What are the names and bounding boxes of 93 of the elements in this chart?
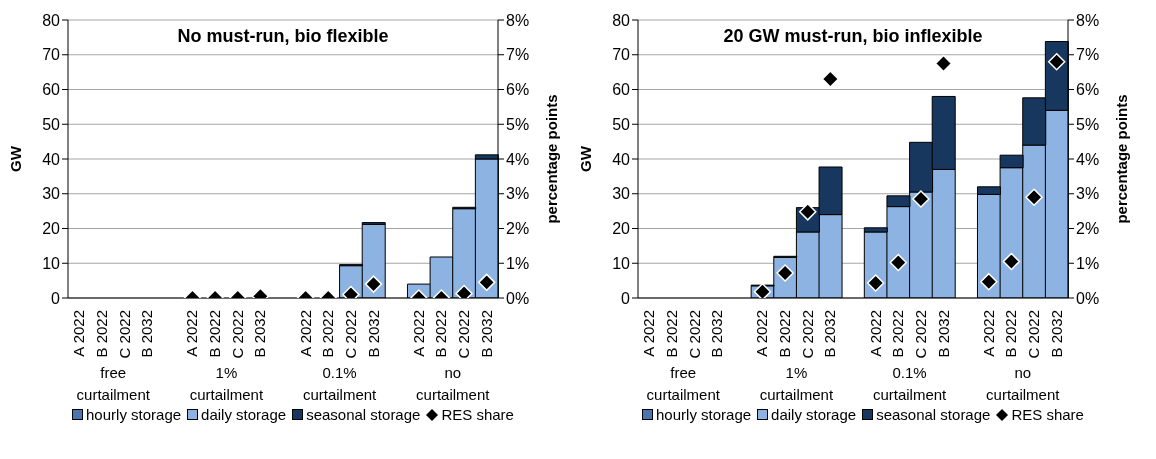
- x-tick-label: A 2022: [866, 310, 884, 357]
- y2-tick-label: 1%: [1076, 254, 1100, 272]
- x-tick-label: B 2022: [776, 310, 794, 358]
- y2-tick-label: 4%: [1076, 150, 1100, 168]
- y-tick-label: 60: [42, 81, 61, 99]
- x-tick-label: A 2022: [409, 310, 427, 357]
- y2-tick-label: 0%: [506, 289, 530, 307]
- x-tick-label: C 2022: [911, 310, 929, 359]
- y2-tick-label: 8%: [1076, 11, 1100, 29]
- x-tick-label: A 2022: [979, 310, 997, 357]
- y-tick-label: 80: [612, 11, 631, 29]
- y-tick-label: 30: [42, 185, 61, 203]
- y2-tick-label: 2%: [1076, 220, 1100, 238]
- y-tick-label: 40: [612, 150, 631, 168]
- x-tick-label: C 2022: [1025, 310, 1043, 359]
- x-tick-label: C 2022: [685, 310, 703, 359]
- x-tick-label: C 2022: [341, 310, 359, 359]
- y2-axis-title: percentage points: [1113, 94, 1131, 224]
- point: [1047, 52, 1066, 71]
- x-tick-label: A 2022: [183, 310, 201, 357]
- text: no curtailment: [415, 363, 491, 405]
- y2-tick-label: 5%: [1076, 115, 1100, 133]
- legend-label: hourly storage: [86, 406, 182, 423]
- x-tick-label: A 2022: [70, 310, 88, 357]
- y2-tick-label: 7%: [506, 46, 530, 64]
- y2-tick-label: 7%: [1076, 46, 1100, 64]
- y2-axis-title: percentage points: [543, 94, 561, 224]
- y2-tick-label: 3%: [506, 185, 530, 203]
- x-tick-label: B 2032: [138, 310, 156, 358]
- y-tick-label: 30: [612, 185, 631, 203]
- y2-tick-label: 6%: [506, 81, 530, 99]
- y2-tick-label: 8%: [506, 11, 530, 29]
- y-tick-label: 80: [42, 11, 61, 29]
- point: [1002, 252, 1021, 271]
- point: [866, 274, 885, 292]
- x-tick-label: B 2022: [92, 310, 110, 358]
- x-tick-label: B 2032: [708, 310, 726, 358]
- legend-label: daily storage: [201, 406, 287, 423]
- y-tick-label: 20: [612, 220, 631, 238]
- y-tick-label: 50: [42, 115, 61, 133]
- x-tick-label: B 2022: [432, 310, 450, 358]
- y-tick-label: 10: [612, 254, 631, 272]
- point: [980, 272, 998, 291]
- y-tick-label: 0: [621, 289, 631, 307]
- chart-title: No must-run, bio flexible: [176, 26, 390, 47]
- x-tick-label: A 2022: [296, 310, 314, 357]
- legend-label: RES share: [441, 406, 514, 423]
- x-tick-label: B 2022: [206, 310, 224, 358]
- x-tick-label: A 2022: [640, 310, 658, 357]
- y2-tick-label: 4%: [506, 150, 530, 168]
- x-tick-label: B 2032: [364, 310, 382, 358]
- legend-label: seasonal storage: [306, 406, 421, 423]
- point: [889, 253, 908, 272]
- y-tick-label: 50: [612, 115, 631, 133]
- point: [934, 54, 953, 73]
- legend-label: daily storage: [771, 406, 857, 423]
- legend-label: seasonal storage: [876, 406, 991, 423]
- x-tick-label: B 2022: [319, 310, 337, 358]
- y-axis-title: GW: [577, 145, 595, 172]
- x-tick-label: B 2032: [251, 310, 269, 358]
- y2-tick-label: 6%: [1076, 81, 1100, 99]
- point: [912, 190, 930, 208]
- y2-tick-label: 3%: [1076, 185, 1100, 203]
- x-tick-label: A 2022: [753, 310, 771, 357]
- y-tick-label: 10: [42, 254, 61, 272]
- y-tick-label: 40: [42, 150, 61, 168]
- point: [821, 70, 840, 88]
- chart-title: 20 GW must-run, bio inflexible: [722, 26, 984, 47]
- x-tick-label: C 2022: [455, 310, 473, 359]
- y-tick-label: 0: [51, 289, 61, 307]
- x-tick-label: B 2032: [934, 310, 952, 358]
- x-tick-label: B 2032: [821, 310, 839, 358]
- y2-tick-label: 0%: [1076, 289, 1100, 307]
- y-tick-label: 60: [612, 81, 631, 99]
- x-tick-label: B 2022: [662, 310, 680, 358]
- y-tick-label: 70: [612, 46, 631, 64]
- legend-label: RES share: [1011, 406, 1084, 423]
- y-tick-label: 70: [42, 46, 61, 64]
- text: no curtailment: [985, 363, 1061, 405]
- x-tick-label: C 2022: [798, 310, 816, 359]
- x-tick-label: B 2022: [1002, 310, 1020, 358]
- y-axis-title: GW: [7, 145, 25, 172]
- point: [1025, 188, 1043, 206]
- legend-label: hourly storage: [656, 406, 752, 423]
- x-tick-label: C 2022: [115, 310, 133, 359]
- y2-tick-label: 1%: [506, 254, 530, 272]
- x-tick-label: B 2032: [477, 310, 495, 358]
- x-tick-label: B 2032: [1047, 310, 1065, 358]
- x-tick-label: C 2022: [228, 310, 246, 359]
- y2-tick-label: 5%: [506, 115, 530, 133]
- y2-tick-label: 2%: [506, 220, 530, 238]
- y-tick-label: 20: [42, 220, 61, 238]
- x-tick-label: B 2022: [889, 310, 907, 358]
